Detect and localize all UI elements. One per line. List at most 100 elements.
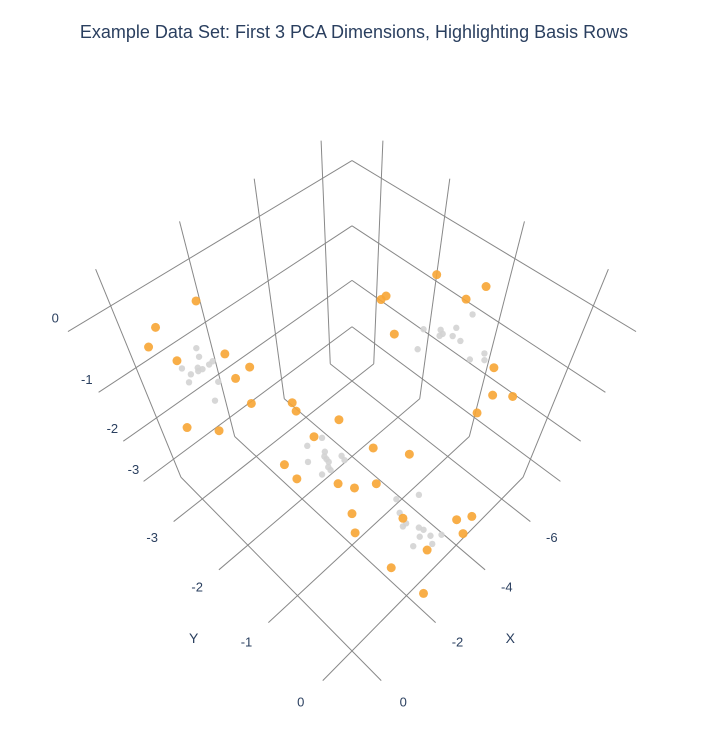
z-tick-label: -1 — [81, 372, 93, 387]
point — [386, 563, 396, 573]
point — [429, 540, 436, 548]
point — [350, 528, 360, 538]
x-grid-line — [179, 221, 236, 437]
x-tick-label: 0 — [400, 694, 407, 709]
x-tick-label: -4 — [501, 580, 513, 595]
point — [437, 326, 444, 334]
point — [211, 397, 219, 404]
x-axis-title: X — [506, 630, 516, 646]
y-grid-line — [173, 363, 375, 522]
point — [481, 356, 488, 364]
point — [427, 532, 434, 539]
z-grid-line — [98, 225, 353, 393]
point — [457, 337, 464, 345]
point — [333, 479, 343, 489]
point — [398, 513, 408, 523]
point — [279, 460, 289, 470]
point — [144, 342, 154, 352]
z-grid-line — [351, 326, 561, 482]
point — [349, 483, 359, 493]
x-grid-line — [283, 398, 486, 571]
y-tick-label: -1 — [241, 634, 253, 649]
point — [291, 406, 301, 416]
y-tick-label: -3 — [146, 530, 158, 545]
point — [481, 282, 491, 292]
z-grid-line — [123, 279, 353, 442]
point — [438, 531, 445, 538]
point — [389, 329, 399, 339]
point — [199, 365, 206, 373]
point — [214, 426, 224, 436]
x-tick-label: -2 — [452, 634, 464, 649]
point — [371, 479, 381, 489]
point — [318, 471, 326, 478]
y-grid-line — [419, 178, 451, 399]
point — [182, 423, 192, 433]
y-grid-line — [522, 268, 609, 478]
point — [304, 442, 311, 450]
point — [472, 408, 482, 418]
point — [488, 390, 498, 400]
point — [469, 311, 476, 318]
y-grid-line — [268, 436, 470, 623]
point — [347, 509, 357, 519]
point — [414, 346, 421, 353]
point — [461, 294, 471, 304]
point — [187, 371, 195, 378]
point — [508, 391, 518, 401]
point — [432, 270, 442, 280]
point — [191, 296, 201, 306]
x-grid-line — [234, 436, 436, 623]
point — [220, 349, 230, 359]
point — [292, 474, 302, 484]
z-grid-line — [351, 225, 606, 393]
x-grid-line — [95, 268, 182, 478]
point — [245, 362, 255, 372]
point — [172, 356, 182, 366]
point — [368, 443, 378, 453]
point — [376, 295, 386, 305]
point — [410, 542, 417, 550]
point — [318, 434, 326, 442]
point — [481, 350, 488, 357]
point — [393, 496, 400, 503]
point — [420, 526, 427, 533]
point — [419, 588, 429, 598]
point — [195, 353, 203, 360]
z-tick-label: 0 — [52, 310, 59, 325]
z-tick-label: -2 — [107, 421, 119, 436]
point — [327, 466, 334, 474]
y-grid-line — [218, 398, 421, 571]
point — [466, 356, 474, 363]
y-grid-line — [468, 221, 525, 437]
chart-title: Example Data Set: First 3 PCA Dimensions… — [80, 22, 628, 42]
point — [436, 332, 443, 340]
point — [321, 453, 328, 460]
y-tick-label: 0 — [297, 694, 304, 709]
z-grid-line — [351, 279, 581, 442]
point — [453, 324, 460, 332]
point — [452, 515, 462, 525]
x-grid-line — [329, 363, 531, 522]
point — [325, 458, 332, 466]
x-tick-label: -6 — [546, 530, 558, 545]
point — [489, 363, 499, 373]
point — [185, 379, 193, 386]
z-grid-line — [351, 160, 637, 333]
point — [404, 449, 414, 459]
point — [304, 458, 312, 466]
point — [287, 398, 297, 408]
point — [209, 358, 216, 365]
y-tick-label: -2 — [191, 580, 203, 595]
y-grid-line — [322, 476, 524, 681]
point — [193, 344, 200, 352]
point — [309, 432, 319, 442]
point — [321, 448, 329, 455]
z-grid-line — [67, 160, 353, 333]
point — [341, 456, 348, 464]
point — [449, 332, 456, 340]
x-grid-line — [253, 178, 285, 399]
point — [215, 378, 222, 385]
point — [246, 398, 256, 408]
